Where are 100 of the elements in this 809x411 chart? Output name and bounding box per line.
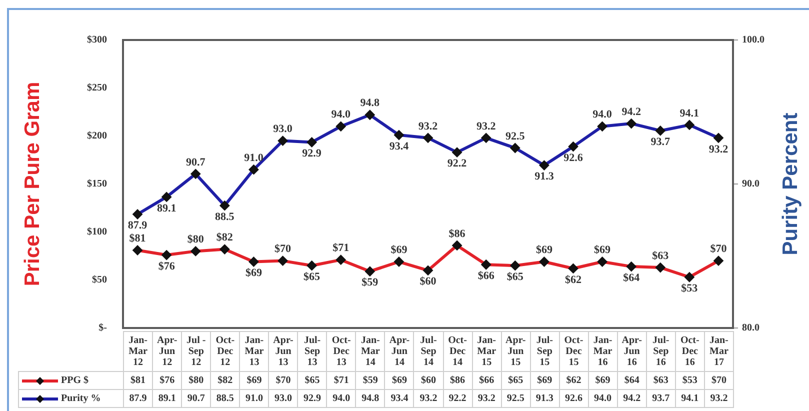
y2-tick-label: 90.0 — [742, 178, 760, 190]
y2-tick-label: 100.0 — [742, 34, 764, 46]
text: 93.4 — [389, 140, 409, 152]
x-tick-label: Apr-Jun 16 — [620, 335, 643, 368]
data-label: 93.2 — [472, 390, 502, 408]
text: 91.0 — [244, 152, 264, 164]
text: 93.2 — [418, 120, 438, 132]
text: 93.7 — [650, 136, 670, 148]
text: $70 — [710, 243, 727, 256]
text: 88.5 — [215, 210, 234, 223]
text: $71 — [332, 242, 350, 254]
data-label: 93.2 — [704, 390, 734, 408]
data-label: 93.0 — [268, 390, 298, 408]
data-label: $81 — [124, 372, 153, 390]
text: $64 — [623, 272, 640, 284]
data-label: $63 — [646, 372, 676, 390]
data-label: $60 — [414, 372, 444, 390]
x-tick-label: Oct-Dec 13 — [330, 335, 352, 368]
text: 92.5 — [506, 130, 525, 142]
legend-label: Purity % — [61, 393, 101, 404]
data-label: 91.3 — [530, 390, 560, 408]
x-tick-label: Oct-Dec 15 — [563, 335, 584, 368]
text: 94.1 — [680, 107, 700, 120]
text: $62 — [564, 274, 582, 286]
text: 91.3 — [534, 170, 554, 183]
data-label: 87.9 — [124, 390, 153, 408]
text: 87.9 — [128, 220, 148, 232]
data-label: 94.0 — [326, 390, 356, 408]
y-tick-label: $- — [98, 322, 107, 334]
text: 94.8 — [360, 97, 380, 110]
x-tick-label: Jul-Sep 13 — [302, 335, 322, 368]
text: 92.2 — [447, 158, 467, 170]
data-label: 94.8 — [356, 390, 385, 408]
x-tick-label: Jan-Mar 14 — [360, 335, 381, 368]
x-tick-label: Jan-Mar 12 — [128, 335, 148, 368]
text: $69 — [245, 267, 262, 280]
y-tick-label: $150 — [87, 178, 107, 190]
text: 93.0 — [273, 123, 292, 136]
y-tick-label: $250 — [87, 82, 107, 94]
text: $63 — [652, 250, 669, 262]
text: 94.0 — [592, 108, 612, 121]
data-label: $80 — [182, 372, 211, 390]
y-tick-label: $300 — [87, 34, 107, 46]
text: 89.1 — [156, 202, 176, 214]
data-label: $69 — [384, 372, 414, 390]
text: 92.6 — [564, 152, 583, 164]
y2-tick-label: 80.0 — [742, 322, 760, 334]
x-tick-label: Jan-Mar 17 — [708, 335, 730, 368]
data-label: 93.2 — [414, 390, 444, 408]
data-label: $76 — [152, 372, 182, 390]
text: 90.7 — [186, 156, 206, 168]
text: $66 — [478, 270, 494, 282]
x-tick-label: Oct-Dec 16 — [679, 335, 700, 368]
data-label: 92.9 — [298, 390, 327, 408]
data-label: 94.0 — [588, 390, 618, 408]
data-label: $69 — [588, 372, 618, 390]
y-tick-label: $200 — [87, 130, 107, 142]
text: 93.2 — [476, 120, 496, 132]
x-tick-label: Oct-Dec 14 — [447, 335, 468, 368]
data-label: 89.1 — [152, 390, 182, 408]
y-tick-label: $100 — [87, 226, 107, 238]
x-tick-label: Oct-Dec 12 — [214, 335, 236, 368]
text: $60 — [420, 276, 436, 288]
data-label: $53 — [675, 372, 704, 390]
x-tick-label: Jul-Sep 14 — [419, 335, 438, 368]
text: 92.9 — [302, 148, 322, 160]
data-label: $62 — [559, 372, 588, 390]
data-label: 88.5 — [210, 390, 240, 408]
text: $76 — [158, 260, 175, 272]
x-tick-label: Apr-Jun 12 — [156, 335, 178, 368]
data-label: 91.0 — [240, 390, 269, 408]
text: $65 — [506, 270, 524, 283]
data-label: $86 — [443, 372, 472, 390]
text: $82 — [216, 232, 233, 244]
text: $70 — [274, 243, 292, 256]
text: $81 — [129, 232, 146, 245]
data-label: $65 — [501, 372, 530, 390]
text: $69 — [536, 244, 552, 256]
data-label: $69 — [240, 372, 269, 390]
data-label: $70 — [268, 372, 298, 390]
x-tick-label: Jan-Mar 15 — [476, 335, 498, 368]
legend-label: PPG $ — [61, 375, 88, 386]
data-label: 93.4 — [384, 390, 414, 408]
text: 94.2 — [622, 106, 641, 118]
text: $69 — [390, 244, 408, 256]
x-tick-label: Jul-Sep 16 — [652, 335, 670, 368]
data-label: $65 — [298, 372, 327, 390]
data-label: $69 — [530, 372, 560, 390]
data-label: $82 — [210, 372, 240, 390]
data-label: 92.6 — [559, 390, 588, 408]
x-tick-label: Jul - Sep 12 — [186, 335, 207, 368]
data-label: $64 — [617, 372, 646, 390]
text: $86 — [448, 228, 466, 240]
data-label: 92.2 — [443, 390, 472, 408]
x-tick-label: Apr-Jun 15 — [504, 335, 527, 368]
data-label: 90.7 — [182, 390, 211, 408]
text: $53 — [681, 282, 698, 294]
text: 93.2 — [708, 143, 728, 156]
data-label: $59 — [356, 372, 385, 390]
x-tick-label: Jul-Sep 15 — [535, 335, 554, 368]
